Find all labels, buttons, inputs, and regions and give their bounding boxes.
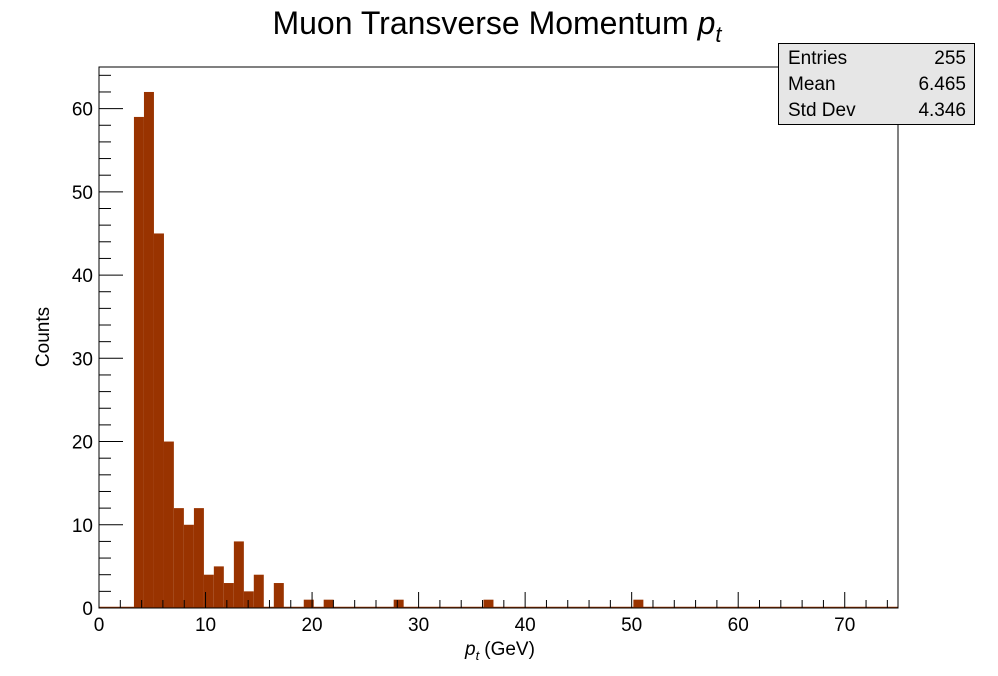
bar-7 [203, 574, 214, 608]
y-tick-label-0: 0 [82, 599, 93, 620]
stats-row-mean: Mean 6.465 [788, 72, 966, 98]
bar-6 [193, 508, 204, 608]
chart-title-symbol: p [697, 5, 716, 41]
bar-9 [223, 583, 234, 608]
chart-title-subscript: t [715, 22, 722, 47]
y-axis-label: Counts [33, 307, 54, 367]
x-tick-label-0: 0 [94, 615, 105, 636]
x-tick-label-50: 50 [621, 615, 642, 636]
stats-box: Entries 255 Mean 6.465 Std Dev 4.346 [778, 43, 975, 125]
x-tick-label-30: 30 [408, 615, 429, 636]
x-tick-label-40: 40 [515, 615, 536, 636]
x-tick-label-20: 20 [301, 615, 322, 636]
y-tick-label-40: 40 [72, 266, 93, 287]
x-axis-label-symbol: p [464, 639, 476, 660]
chart-title: Muon Transverse Momentum pt [272, 5, 722, 47]
stats-entries-label: Entries [788, 48, 848, 69]
bar-13 [273, 583, 284, 608]
stats-mean-label: Mean [788, 74, 836, 95]
bar-16 [393, 599, 404, 608]
stats-row-stddev: Std Dev 4.346 [788, 98, 966, 124]
stats-entries-value: 255 [934, 48, 966, 69]
bar-0 [133, 116, 144, 608]
bar-18 [633, 599, 644, 608]
stats-stddev-label: Std Dev [788, 100, 856, 121]
bar-17 [483, 599, 494, 608]
histogram-bars [99, 91, 898, 609]
y-tick-label-30: 30 [72, 349, 93, 370]
x-tick-label-10: 10 [195, 615, 216, 636]
bar-12 [253, 574, 264, 608]
bar-2 [153, 233, 164, 608]
x-axis-ticks: 0 10 20 30 40 50 60 70 [94, 592, 888, 636]
x-tick-label-70: 70 [834, 615, 855, 636]
x-tick-label-60: 60 [728, 615, 749, 636]
y-tick-label-20: 20 [72, 433, 93, 454]
bar-14 [303, 599, 314, 608]
bar-10 [233, 541, 244, 608]
stats-row-entries: Entries 255 [788, 46, 966, 72]
bar-5 [183, 524, 194, 608]
axes [98, 66, 899, 609]
stats-stddev-value: 4.346 [918, 100, 966, 121]
y-tick-label-60: 60 [72, 100, 93, 121]
plot-frame [98, 66, 899, 609]
bar-1 [143, 91, 154, 608]
y-axis-ticks: 0 10 20 30 40 50 60 [72, 74, 123, 620]
bar-8 [213, 566, 224, 608]
bar-3 [163, 441, 174, 608]
y-tick-label-50: 50 [72, 183, 93, 204]
bar-4 [173, 508, 184, 608]
x-axis-label: pt (GeV) [464, 639, 535, 663]
bar-15 [323, 599, 334, 608]
x-axis-label-subscript: t [476, 648, 481, 663]
chart-title-text: Muon Transverse Momentum [272, 5, 688, 41]
bar-11 [243, 591, 254, 608]
stats-mean-value: 6.465 [918, 74, 966, 95]
y-tick-label-10: 10 [72, 516, 93, 537]
x-axis-label-unit: (GeV) [484, 639, 535, 660]
